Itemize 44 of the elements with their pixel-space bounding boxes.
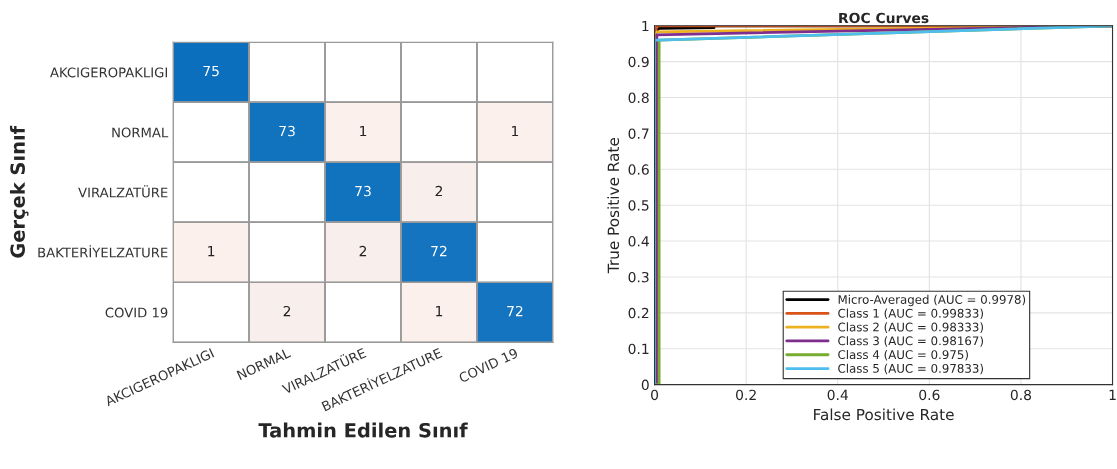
y-tick-label: 0.9 [628,56,649,68]
x-tick-label: 0 [651,389,659,401]
data-label: 72 [431,245,447,257]
y-axis-title: True Positive Rate [607,137,620,274]
x-tick-label: 0.4 [827,389,849,401]
data-label: 1 [436,306,443,317]
y-tick-label: 0.1 [628,343,649,355]
legend-label: Micro-Averaged (AUC = 0.9978) [838,294,1026,307]
y-tick-label: 0.5 [628,200,649,211]
data-label: 2 [359,245,367,257]
data-label: 2 [283,305,291,317]
y-tick-label: NORMAL [112,127,169,138]
legend-label: Class 5 (AUC = 0.97833) [838,363,983,375]
y-tick-label: 0.2 [628,307,649,319]
y-tick-label: 0.8 [628,92,649,104]
x-tick-label: 1 [1109,389,1116,400]
x-tick-label: 0.6 [919,389,940,401]
data-label: 2 [435,185,443,197]
data-label: 1 [208,246,215,257]
x-axis-title: Tahmin Edilen Sınıf [258,422,468,438]
data-label: 1 [512,125,519,137]
data-label: 1 [360,125,367,137]
y-tick-label: 0.4 [628,236,649,247]
y-tick-label: COVID 19 [105,307,168,318]
y-tick-label: 1 [642,20,649,32]
y-tick-label: 0.3 [628,271,649,283]
y-tick-label: AKCIGEROPAKLIGI [50,67,167,78]
legend-label: Class 2 (AUC = 0.98333) [838,322,983,333]
chart-title: ROC Curves [839,12,929,24]
x-tick-label: 0.8 [1010,389,1032,401]
legend-label: Class 3 (AUC = 0.98167) [838,336,983,347]
data-label: 73 [355,185,371,197]
legend-label: Class 4 (AUC = 0.975) [838,349,968,361]
y-axis-title: Gerçek Sınıf [9,125,29,258]
y-tick-label: BAKTERİYELZATURE [38,245,168,258]
x-tick-label: 0.2 [736,389,756,401]
y-tick-label: VIRALZATÜRE [78,185,168,198]
y-tick-label: 0.7 [628,128,649,139]
x-axis-title: False Positive Rate [814,408,954,421]
legend-label: Class 1 (AUC = 0.99833) [838,308,983,320]
data-label: 75 [203,65,219,77]
y-tick-label: 0.6 [628,164,649,175]
data-label: 73 [279,125,295,137]
data-label: 72 [507,305,523,317]
